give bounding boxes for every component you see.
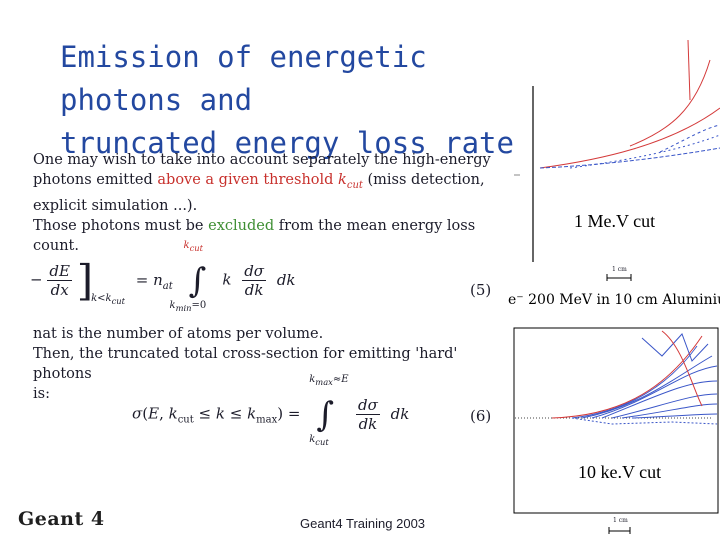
scale-label-bottom: 1 cm	[613, 517, 628, 524]
equation-5: − dE dx ]k<kcut = nat kcut ∫ kmin=0 k dσ…	[30, 239, 296, 313]
paragraph-2: Those photons must be excluded from the …	[33, 217, 476, 254]
simulation-plot-1mev	[514, 39, 720, 262]
slide-title: Emission of energetic photons and trunca…	[60, 36, 530, 165]
paragraph-4: Then, the truncated total cross-section …	[33, 346, 458, 402]
dE-dx-fraction: dE dx	[47, 262, 72, 299]
plot-label-bottom: 10 ke.V cut	[578, 462, 662, 482]
title-line-1: Emission of energetic photons and	[60, 40, 427, 117]
scale-bar-top	[606, 274, 632, 281]
title-line-2: truncated energy loss rate	[60, 126, 514, 160]
scale-bar-bottom	[608, 527, 631, 534]
body-text-lower: nat is the number of atoms per volume. T…	[33, 324, 503, 404]
simulation-plot-10kev	[513, 327, 719, 514]
equation-6-number: (6)	[470, 407, 492, 425]
footer-text: Geant4 Training 2003	[300, 516, 426, 531]
scale-label-top: 1 cm	[612, 266, 627, 273]
body-text: One may wish to take into account separa…	[33, 150, 503, 256]
paragraph-3: nat is the number of atoms per volume.	[33, 326, 324, 342]
paragraph-1: One may wish to take into account separa…	[33, 152, 491, 214]
plot-label-top: 1 Me.V cut	[574, 211, 656, 231]
equation-6: σ(E, kcut ≤ k ≤ kmax) = kmax≈E ∫ kcut dσ…	[132, 373, 410, 447]
plot-caption: e⁻ 200 MeV in 10 cm Aluminium	[508, 292, 720, 308]
equation-5-number: (5)	[470, 281, 492, 299]
kcut-symbol: kcut	[338, 172, 363, 191]
geant4-logo: Geant 4	[18, 508, 105, 530]
